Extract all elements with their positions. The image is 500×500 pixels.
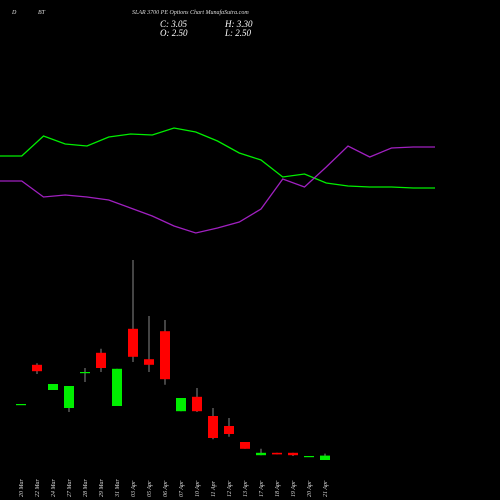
candle-body [304, 456, 314, 458]
x-tick-label: 11 Apr [211, 480, 217, 497]
candle-body [144, 359, 154, 365]
candle-body [96, 352, 106, 368]
indicator-line [0, 127, 435, 189]
candle-body [176, 398, 186, 412]
candle-body [208, 416, 218, 438]
x-tick-label: 19 Apr [291, 480, 297, 497]
title-part: BT [38, 10, 46, 16]
x-tick-label: 28 Mar [83, 479, 89, 497]
indicator-line [0, 145, 435, 234]
annotation: H: 3.30 [224, 19, 253, 29]
x-tick-label: 21 Apr [323, 480, 329, 497]
candle-body [16, 404, 26, 406]
x-tick-label: 07 Apr [179, 480, 185, 497]
candle-body [32, 364, 42, 372]
x-tick-label: 06 Apr [163, 480, 169, 497]
x-tick-label: 22 Mar [35, 479, 41, 497]
x-tick-label: 12 Apr [227, 480, 233, 497]
x-tick-label: 20 Apr [307, 480, 313, 497]
candle-body [64, 386, 74, 408]
candle-body [288, 452, 298, 456]
candle-body [80, 372, 90, 374]
candle-body [48, 384, 58, 390]
x-tick-label: 13 Apr [243, 480, 249, 497]
x-tick-label: 31 Mar [115, 479, 121, 498]
annotation: L: 2.50 [224, 28, 252, 38]
x-tick-label: 03 Apr [131, 480, 137, 497]
title-part: D [11, 10, 17, 16]
x-tick-label: 18 Apr [275, 480, 281, 497]
candle-body [112, 368, 122, 406]
x-tick-label: 20 Mar [19, 479, 25, 497]
candle-body [272, 452, 282, 455]
candle-body [192, 396, 202, 412]
x-tick-label: 27 Mar [67, 479, 73, 497]
x-tick-label: 24 Mar [50, 479, 57, 497]
candle-body [320, 455, 330, 460]
x-tick-label: 29 Mar [99, 479, 105, 497]
x-tick-label: 10 Apr [195, 480, 201, 497]
x-tick-label: 05 Apr [147, 480, 153, 497]
candle-body [256, 452, 266, 456]
annotation: C: 3.05 [160, 19, 188, 29]
chart-title: SLAR 3700 PE Options Chart MunafaSutra.c… [132, 9, 249, 16]
candle-body [224, 426, 234, 434]
candle-body [128, 328, 138, 357]
candle-body [240, 442, 250, 449]
annotation: O: 2.50 [160, 28, 188, 38]
candle-body [160, 331, 170, 380]
x-tick-label: 17 Apr [259, 480, 265, 497]
